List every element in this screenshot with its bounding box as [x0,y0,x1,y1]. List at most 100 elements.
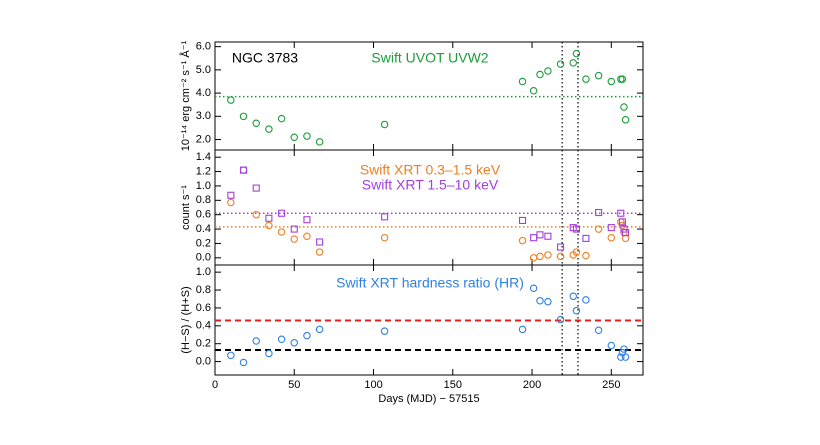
data-point [265,221,273,230]
data-point [617,353,625,361]
data-point [618,218,626,226]
data-point [607,233,616,242]
data-point [316,238,324,246]
data-point [572,49,581,58]
y-tick-label: 0.2 [196,338,211,350]
data-point [595,208,603,217]
data-point [582,75,590,83]
y-tick-label: 1.2 [196,165,211,177]
data-point [265,125,273,133]
x-tick-label: 100 [364,379,382,391]
y-tick-label: 5.0 [196,64,211,76]
data-point [607,224,615,232]
data-point [607,77,616,86]
y-tick-label: 3.0 [196,110,211,122]
data-point [572,248,581,256]
data-point [572,225,580,233]
data-point [536,252,544,261]
data-point [265,214,273,222]
legend-label: Swift UVOT UVW2 [371,50,488,66]
data-point [607,341,616,350]
y-tick-label: 0.4 [196,223,211,235]
data-point [227,198,235,207]
data-point [290,235,299,243]
data-point [557,243,565,251]
data-point [618,75,627,83]
data-point [265,349,273,358]
y-axis-label: count s⁻¹ [180,185,192,230]
data-point [617,209,625,217]
data-point [582,234,590,242]
data-point [252,210,260,219]
data-point [620,345,628,353]
data-point [239,112,248,121]
data-point [618,221,627,230]
data-point [315,248,324,256]
data-point [518,325,527,334]
data-point [620,103,628,111]
data-point [290,339,299,347]
data-point [572,306,581,315]
data-point [315,325,324,334]
data-point [277,228,286,236]
data-point [582,251,590,260]
y-tick-label: 0.6 [196,302,211,314]
data-point [529,254,538,262]
data-point [594,326,603,335]
y-tick-label: 4.0 [196,87,211,99]
data-point [529,87,538,95]
data-point [303,331,311,340]
data-point [315,138,324,146]
data-point [556,252,565,261]
data-point [594,225,603,233]
data-point [381,213,389,221]
data-point [536,231,544,239]
data-point [556,315,565,324]
y-tick-label: 1.0 [196,266,211,278]
x-axis-label: Days (MJD) − 57515 [378,393,479,405]
data-point [536,297,544,305]
y-tick-label: 2.0 [196,133,211,145]
data-point [621,116,630,124]
data-point [582,296,590,304]
data-point [303,216,311,224]
annotation: NGC 3783 [232,50,298,66]
data-point [569,292,578,301]
data-point [239,358,248,367]
data-point [556,60,565,68]
x-tick-label: 50 [288,379,300,391]
y-axis-label: 10⁻¹⁴ erg cm⁻² s⁻¹ Å⁻¹ [179,40,192,151]
y-tick-label: 0.0 [196,355,211,367]
y-tick-label: 0.8 [196,194,211,206]
data-point [544,297,552,306]
data-point [303,132,311,140]
data-point [252,184,260,192]
y-tick-label: 1.0 [196,180,211,192]
data-point [380,120,389,129]
data-point [529,284,538,293]
data-point [277,335,286,343]
data-point [278,209,286,217]
x-tick-label: 0 [212,379,218,391]
data-point [536,70,544,79]
data-point [290,133,299,141]
data-point [621,353,630,361]
data-point [227,96,235,104]
x-tick-label: 200 [523,379,541,391]
data-point [227,351,235,360]
data-point [544,251,552,259]
data-point [239,166,248,174]
x-tick-label: 150 [444,379,462,391]
x-tick-label: 250 [602,379,620,391]
y-tick-label: 1.4 [196,151,211,163]
y-axis-label: (H−S) / (H+S) [180,286,192,353]
data-point [252,119,260,128]
data-point [518,77,527,86]
legend-label: Swift XRT hardness ratio (HR) [336,275,524,291]
data-point [569,59,578,67]
data-point [594,71,603,80]
data-point [544,67,552,75]
y-tick-label: 6.0 [196,41,211,53]
data-point [227,191,235,199]
